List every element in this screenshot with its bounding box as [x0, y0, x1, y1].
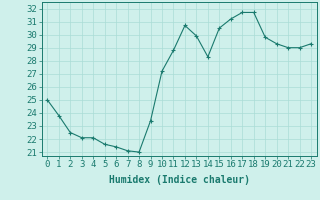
- X-axis label: Humidex (Indice chaleur): Humidex (Indice chaleur): [109, 175, 250, 185]
